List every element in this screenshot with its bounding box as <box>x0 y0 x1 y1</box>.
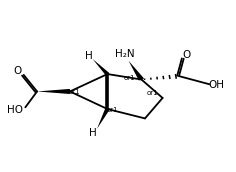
Polygon shape <box>97 108 110 129</box>
Polygon shape <box>129 61 144 80</box>
Text: or1: or1 <box>107 107 118 113</box>
Text: or1: or1 <box>146 90 158 96</box>
Text: O: O <box>13 66 22 76</box>
Text: H: H <box>85 51 93 61</box>
Text: or1: or1 <box>124 75 135 81</box>
Text: H₂N: H₂N <box>115 49 135 59</box>
Text: or1: or1 <box>68 89 80 95</box>
Text: HO: HO <box>7 105 23 115</box>
Polygon shape <box>37 89 70 94</box>
Text: O: O <box>182 50 191 60</box>
Text: OH: OH <box>209 80 224 90</box>
Text: H: H <box>89 128 97 138</box>
Polygon shape <box>93 59 109 75</box>
